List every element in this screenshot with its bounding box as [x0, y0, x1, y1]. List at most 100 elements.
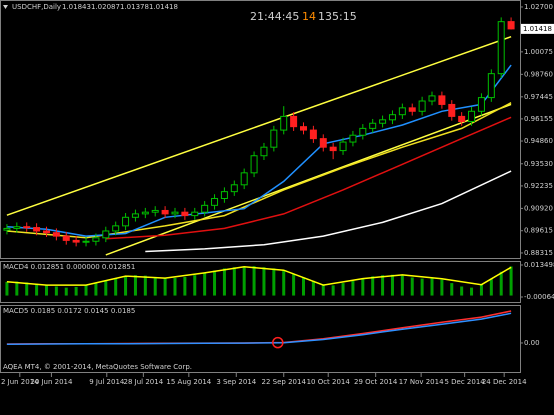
candle-body: [201, 204, 209, 213]
y-tick-label: 0.94860: [524, 137, 553, 145]
histogram-bar: [381, 275, 385, 296]
histogram-bar: [5, 281, 9, 296]
symbol-icon: [3, 5, 8, 9]
candle-body: [448, 103, 456, 117]
candle-body: [309, 129, 317, 140]
current-price: 1.01418: [523, 25, 552, 33]
clock-remaining: 135:15: [318, 10, 357, 23]
candle-body: [458, 115, 466, 123]
x-tick-label: 20 Jun 2014: [30, 378, 73, 386]
candle-body: [339, 141, 347, 152]
histogram-bar: [351, 280, 355, 296]
candle-body: [112, 225, 120, 232]
histogram-bar: [430, 277, 434, 296]
candle-body: [102, 230, 110, 239]
macd5-frame: [0, 305, 521, 373]
histogram-bar: [331, 285, 335, 296]
histogram-bar: [292, 274, 296, 296]
candle-body: [72, 239, 80, 243]
candle-body: [33, 227, 41, 232]
candle-body: [62, 235, 70, 241]
candle-body: [131, 213, 139, 218]
histogram-bar: [153, 277, 157, 296]
candle-body: [349, 134, 357, 143]
y-tick-label: 0.93530: [524, 160, 553, 168]
histogram-bar: [479, 284, 483, 296]
candle-body: [151, 209, 159, 213]
candle-body: [171, 211, 179, 215]
macd5-title: MACD5 0.0185 0.0172 0.0145 0.0185: [3, 307, 135, 315]
x-tick-label: 22 Sep 2014: [262, 378, 307, 386]
header-low: 1.01378: [120, 3, 149, 11]
candle-body: [92, 237, 100, 242]
macd4-frame: [0, 261, 521, 303]
x-tick-label: 3 Sep 2014: [216, 378, 256, 386]
histogram-bar: [410, 277, 414, 296]
y-tick-label: 0.98760: [524, 70, 553, 78]
y-tick-label: 0.88315: [524, 249, 553, 257]
histogram-bar: [203, 272, 207, 296]
annotation-circle: [272, 336, 284, 349]
y-tick-label: 1.02700: [524, 3, 553, 11]
histogram-bar: [124, 276, 128, 296]
histogram-bar: [222, 268, 226, 296]
histogram-bar: [361, 278, 365, 296]
candle-body: [240, 172, 248, 186]
histogram-bar: [54, 286, 58, 296]
histogram-bar: [311, 280, 315, 296]
histogram-bar: [104, 280, 108, 296]
histogram-bar: [489, 278, 493, 296]
histogram-bar: [470, 287, 474, 296]
candle-body: [122, 216, 130, 227]
indicator-line: [6, 310, 512, 345]
y-tick-label: 0.89615: [524, 227, 553, 235]
x-tick-label: 15 Aug 2014: [166, 378, 211, 386]
histogram-bar: [252, 266, 256, 296]
candle-body: [398, 107, 406, 116]
histogram-bar: [242, 266, 246, 296]
candle-body: [220, 191, 228, 199]
candle-body: [408, 107, 416, 112]
histogram-bar: [183, 276, 187, 296]
candle-body: [319, 138, 327, 148]
y-tick-label: 0.96155: [524, 115, 553, 123]
candle-body: [161, 209, 169, 215]
histogram-bar: [440, 279, 444, 296]
candle-body: [369, 122, 377, 129]
y-tick-label: 0.013498: [524, 261, 554, 269]
candle-body: [428, 95, 436, 102]
y-tick-label: 0.90920: [524, 204, 553, 212]
footer: AQEA MT4, © 2001-2014, MetaQuotes Softwa…: [3, 363, 192, 371]
candle-body: [141, 211, 149, 215]
histogram-bar: [371, 276, 375, 296]
candle-body: [82, 240, 90, 243]
x-tick-label: 29 Oct 2014: [354, 378, 398, 386]
candle-body: [507, 21, 515, 30]
indicator-line: [6, 35, 512, 216]
symbol-title: USDCHF,Daily: [12, 3, 61, 11]
y-tick-label: 0.00: [524, 339, 540, 347]
candle-body: [290, 115, 298, 128]
indicator-line: [6, 312, 512, 345]
candle-body: [468, 110, 476, 123]
histogram-bar: [341, 283, 345, 296]
candle-body: [42, 230, 50, 234]
candle-body: [280, 115, 288, 131]
header-close: 1.01418: [149, 3, 178, 11]
current-price-box: [521, 23, 554, 34]
candle-body: [418, 100, 426, 112]
x-tick-label: 2 Jun 2014: [1, 378, 39, 386]
x-tick-label: 5 Dec 2014: [444, 378, 485, 386]
y-tick-label: 0.92235: [524, 182, 553, 190]
x-tick-label: 9 Jul 2014: [89, 378, 125, 386]
histogram-bar: [44, 285, 48, 296]
candle-body: [300, 126, 308, 131]
candle-body: [13, 226, 21, 229]
histogram-bar: [450, 283, 454, 296]
candle-body: [23, 226, 31, 229]
histogram-bar: [64, 287, 68, 296]
candle-body: [497, 21, 505, 75]
histogram-bar: [143, 275, 147, 296]
